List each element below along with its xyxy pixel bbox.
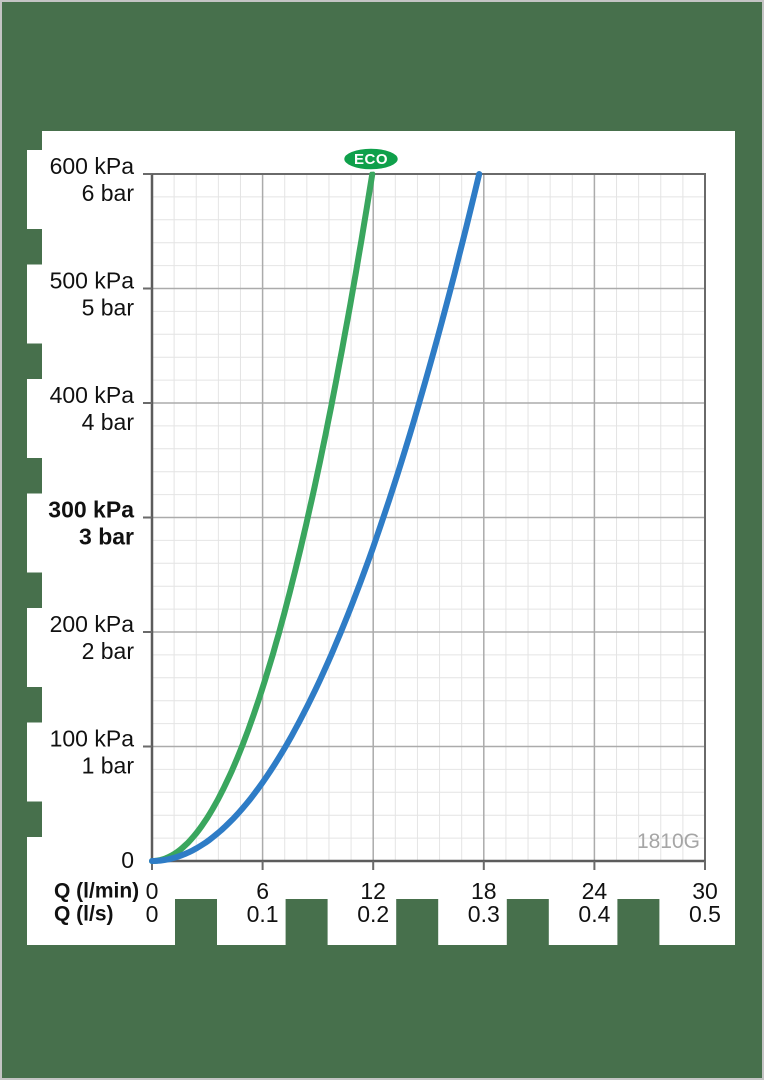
curves — [149, 171, 483, 864]
card-left-tab — [27, 150, 42, 229]
x-axis-label-ls: 0.2 — [357, 901, 389, 927]
x-axis-label-ls: 0.5 — [689, 901, 721, 927]
eco-badge-ellipse — [341, 146, 401, 172]
y-axis-label-bar: 3 bar — [79, 524, 134, 550]
eco-badge: ECO — [341, 146, 401, 172]
card-bottom-notch — [175, 899, 217, 945]
x-axis-label-ls: 0.4 — [578, 901, 610, 927]
y-axis-label-kpa: 300 kPa — [48, 497, 134, 523]
y-axis-label-bar: 4 bar — [82, 409, 135, 435]
y-axis-label-bar: 6 bar — [82, 180, 135, 206]
card-bottom-notch — [396, 899, 439, 945]
y-axis-label-kpa: 400 kPa — [50, 382, 135, 408]
card-left-tab — [27, 264, 42, 344]
grid — [152, 174, 705, 861]
y-axis-label-bar: 1 bar — [82, 753, 135, 779]
x-axis-label-lmin: 0 — [146, 878, 159, 904]
x-axis-label-lmin: 12 — [360, 878, 386, 904]
plot-frame-and-ticks — [143, 173, 706, 870]
card-main — [42, 131, 735, 945]
standard-curve — [149, 171, 483, 864]
y-axis-label-kpa: 600 kPa — [50, 153, 135, 179]
card-bottom-notches — [175, 899, 660, 945]
x-axis-header-lmin: Q (l/min) — [54, 880, 139, 903]
card-bottom-notch — [285, 899, 328, 945]
x-axis-label-ls: 0.3 — [468, 901, 500, 927]
card-bottom-notch — [617, 899, 660, 945]
y-axis-zero-label: 0 — [121, 847, 134, 873]
x-axis-labels: 0 6 12 18 24 30 0 0.1 0.2 0.3 0.4 0.5 — [146, 878, 721, 927]
chart-card — [27, 131, 735, 945]
y-axis-label-bar: 2 bar — [82, 638, 135, 664]
card-left-tab — [27, 493, 42, 573]
card-left-tab — [27, 722, 42, 802]
card-left-tab — [27, 837, 42, 945]
x-axis-label-ls: 0 — [146, 901, 159, 927]
card-left-tab — [27, 379, 42, 458]
y-axis-label-kpa: 100 kPa — [50, 726, 135, 752]
model-number: 1810G — [637, 830, 700, 853]
x-axis-label-ls: 0.1 — [247, 901, 279, 927]
y-axis-label-kpa: 500 kPa — [50, 268, 135, 294]
y-axis-label-bar: 5 bar — [82, 295, 135, 321]
x-axis-label-lmin: 30 — [692, 878, 718, 904]
x-axis-label-lmin: 6 — [256, 878, 269, 904]
x-axis-label-lmin: 24 — [582, 878, 608, 904]
y-axis-label-kpa: 200 kPa — [50, 611, 135, 637]
eco-curve — [149, 171, 376, 864]
x-axis-label-lmin: 18 — [471, 878, 497, 904]
eco-badge-label: ECO — [354, 151, 388, 168]
card-bottom-notch — [506, 899, 549, 945]
card-left-tab — [27, 608, 42, 687]
x-axis-header-ls: Q (l/s) — [54, 903, 114, 926]
